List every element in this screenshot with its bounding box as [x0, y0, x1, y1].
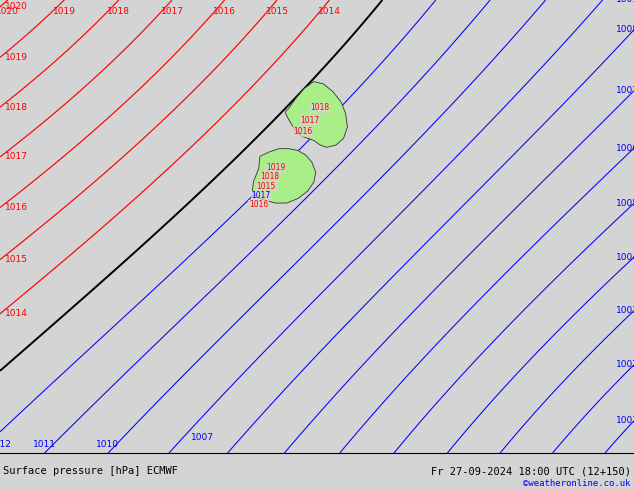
Point [0, 449, 5, 457]
Text: 1020: 1020 [5, 2, 28, 11]
Point [0, 449, 5, 457]
Point [0, 449, 5, 457]
Text: 1018: 1018 [260, 172, 279, 181]
Text: 1018: 1018 [5, 102, 28, 112]
Text: 1015: 1015 [266, 7, 288, 16]
Text: 1014: 1014 [5, 309, 28, 318]
Polygon shape [285, 81, 347, 147]
Point [0, 449, 5, 457]
Text: 1011: 1011 [33, 440, 56, 449]
Point [0, 449, 5, 457]
Text: 1003: 1003 [616, 306, 634, 315]
Point [0, 449, 5, 457]
Text: 1017: 1017 [252, 191, 271, 200]
Text: 1004: 1004 [616, 253, 634, 262]
Text: 1005: 1005 [616, 199, 634, 208]
Text: 1019: 1019 [5, 53, 28, 62]
Text: 1019: 1019 [53, 7, 75, 16]
Text: 1017: 1017 [5, 152, 28, 161]
Point [0, 449, 5, 457]
Text: Surface pressure [hPa] ECMWF: Surface pressure [hPa] ECMWF [3, 466, 178, 476]
Text: 1008: 1008 [616, 25, 634, 34]
Point [0, 449, 5, 457]
Text: 1007: 1007 [616, 86, 634, 95]
Text: 1015: 1015 [257, 182, 276, 191]
Text: 1016: 1016 [213, 7, 236, 16]
Point [0, 449, 5, 457]
Point [0, 449, 5, 457]
Point [0, 449, 5, 457]
Point [0, 449, 5, 457]
Text: 1001: 1001 [616, 416, 634, 425]
Point [0, 449, 5, 457]
Polygon shape [252, 148, 316, 203]
Text: 1019: 1019 [266, 163, 285, 172]
Text: 1016: 1016 [249, 200, 268, 209]
Point [0, 449, 5, 457]
Point [0, 449, 5, 457]
Text: Fr 27-09-2024 18:00 UTC (12+150): Fr 27-09-2024 18:00 UTC (12+150) [431, 466, 631, 476]
Point [0, 449, 5, 457]
Text: 1015: 1015 [5, 255, 28, 264]
Point [0, 449, 5, 457]
Text: 1010: 1010 [96, 440, 119, 449]
Text: 1007: 1007 [191, 433, 214, 442]
Point [0, 449, 5, 457]
Text: 1012: 1012 [0, 440, 11, 449]
Point [0, 449, 5, 457]
Point [0, 449, 5, 457]
Text: ©weatheronline.co.uk: ©weatheronline.co.uk [523, 479, 631, 488]
Text: 1018: 1018 [107, 7, 130, 16]
Text: 1020: 1020 [0, 7, 19, 16]
Text: 1014: 1014 [318, 7, 341, 16]
Point [0, 449, 5, 457]
Text: 1002: 1002 [616, 360, 634, 369]
Text: 1018: 1018 [311, 103, 330, 112]
Point [0, 449, 5, 457]
Point [0, 449, 5, 457]
Point [0, 449, 5, 457]
Text: 1016: 1016 [294, 127, 313, 136]
Point [0, 449, 5, 457]
Point [0, 449, 5, 457]
Text: 1009: 1009 [616, 0, 634, 4]
Point [0, 449, 5, 457]
Point [0, 449, 5, 457]
Point [0, 449, 5, 457]
Text: 1006: 1006 [616, 144, 634, 152]
Text: 1017: 1017 [160, 7, 183, 16]
Point [0, 449, 5, 457]
Text: 1016: 1016 [5, 203, 28, 212]
Text: 1017: 1017 [300, 116, 319, 124]
